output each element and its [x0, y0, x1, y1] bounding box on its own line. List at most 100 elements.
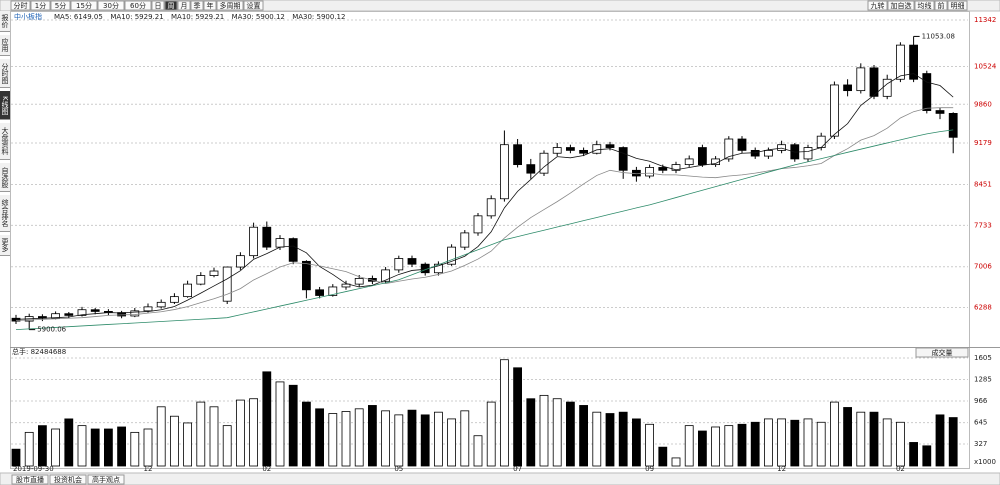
toolbar-tab[interactable]	[124, 0, 152, 11]
toolbar-tab-label: 30分	[103, 1, 119, 10]
volume-bar	[130, 431, 140, 467]
candle-body	[658, 167, 668, 171]
volume-bar	[684, 425, 694, 467]
candle-body	[698, 147, 707, 166]
candle-body	[869, 67, 879, 97]
toolbar-tab[interactable]	[10, 0, 31, 11]
volume-bar	[711, 426, 720, 467]
toolbar-tab[interactable]	[97, 0, 125, 11]
bottom-tab[interactable]	[49, 474, 87, 485]
candle-body	[315, 289, 325, 296]
x-tick-label: 2019-09-30	[13, 465, 54, 473]
y-tick-label: 8451	[974, 180, 992, 188]
volume-bar	[552, 398, 562, 467]
volume-bar	[922, 445, 932, 467]
volume-bar	[77, 425, 87, 467]
bottom-bar	[0, 472, 1000, 485]
candle-body	[51, 313, 60, 319]
candle-body	[328, 286, 338, 296]
sidebar-tab[interactable]: 报价	[0, 11, 10, 32]
candle-body	[235, 255, 245, 268]
toolbar-tab[interactable]	[151, 0, 165, 11]
volume-bar	[750, 421, 760, 467]
legend-entry: MA10: 5929.21	[171, 13, 224, 21]
toolbar-tab[interactable]	[30, 0, 51, 11]
candle-body	[433, 263, 443, 274]
candle-body	[777, 144, 786, 151]
bottom-tab[interactable]	[11, 474, 49, 485]
volume-tick-label: 1605	[974, 354, 992, 362]
toolbar-tab[interactable]	[216, 0, 244, 11]
y-tick-label: 9860	[974, 100, 992, 108]
sidebar-tab[interactable]: 自选股	[0, 163, 10, 192]
volume-bar	[896, 421, 905, 467]
toolbar-button[interactable]	[887, 0, 915, 11]
candle-body	[143, 306, 153, 312]
candle-body	[381, 269, 391, 282]
sidebar-tab[interactable]: K线图	[0, 91, 10, 120]
volume-bar	[328, 413, 338, 467]
legend-entry: MA5: 6149.05	[54, 13, 103, 21]
volume-bar	[737, 423, 747, 467]
volume-bar	[222, 425, 232, 467]
candle-body	[605, 144, 615, 148]
candle-body	[645, 167, 654, 177]
candle-body	[618, 147, 628, 171]
toolbar-tab[interactable]	[177, 0, 191, 11]
bottom-tab[interactable]	[87, 474, 125, 485]
volume-bar	[579, 405, 588, 467]
toolbar-button[interactable]	[867, 0, 888, 11]
volume-tick-label: 1285	[974, 376, 992, 384]
sidebar-tab[interactable]: 综合排名	[0, 195, 10, 232]
volume-bar	[882, 418, 892, 467]
sidebar-tab[interactable]: 分时图	[0, 59, 10, 88]
volume-bar	[830, 401, 839, 467]
toolbar-tab[interactable]	[164, 0, 178, 11]
toolbar-button[interactable]	[934, 0, 948, 11]
toolbar-tab[interactable]	[203, 0, 217, 11]
volume-button[interactable]	[915, 347, 969, 358]
y-tick-label: 11342	[974, 16, 996, 24]
volume-bar	[724, 425, 734, 467]
legend-entry: MA30: 5900.12	[232, 13, 285, 21]
sidebar-tab[interactable]: 大盘资料	[0, 123, 10, 160]
sidebar-tab[interactable]: 应用	[0, 35, 10, 56]
volume-bar	[301, 401, 311, 467]
volume-bar	[420, 414, 430, 467]
toolbar-tab-label: 60分	[130, 1, 146, 10]
volume-bar	[315, 408, 325, 467]
toolbar-tab[interactable]	[70, 0, 98, 11]
candle-body	[513, 144, 522, 166]
volume-bar	[592, 411, 602, 467]
volume-bar	[618, 411, 628, 467]
candle-body	[262, 226, 272, 248]
candle-body	[750, 149, 760, 157]
sidebar-tab[interactable]: 更多	[0, 235, 10, 256]
candle-body	[447, 246, 457, 265]
x-tick-label: 07	[513, 465, 522, 473]
volume-bar	[183, 422, 193, 467]
volume-bar	[11, 448, 21, 467]
candle-body	[816, 135, 826, 148]
toolbar-tab[interactable]	[243, 0, 264, 11]
toolbar-tab[interactable]	[50, 0, 71, 11]
volume-bar	[909, 442, 918, 467]
candle-body	[301, 260, 311, 291]
volume-bar	[381, 410, 391, 467]
y-tick-label: 9179	[974, 139, 992, 147]
toolbar-button[interactable]	[914, 0, 935, 11]
candle-body	[882, 78, 892, 97]
toolbar-tab[interactable]	[190, 0, 204, 11]
candle-body	[737, 138, 747, 151]
legend-entry: MA10: 5929.21	[110, 13, 163, 21]
candle-body	[552, 147, 562, 154]
y-tick-label: 6288	[974, 304, 992, 312]
candle-body	[117, 312, 126, 317]
bottom-tab-label: 高手观点	[92, 475, 120, 484]
volume-title: 总手: 82484688	[12, 347, 66, 356]
toolbar-button[interactable]	[947, 0, 968, 11]
volume-bar	[486, 401, 496, 467]
volume-bar	[288, 384, 298, 467]
candle-body	[935, 110, 945, 114]
volume-bar	[38, 425, 47, 467]
